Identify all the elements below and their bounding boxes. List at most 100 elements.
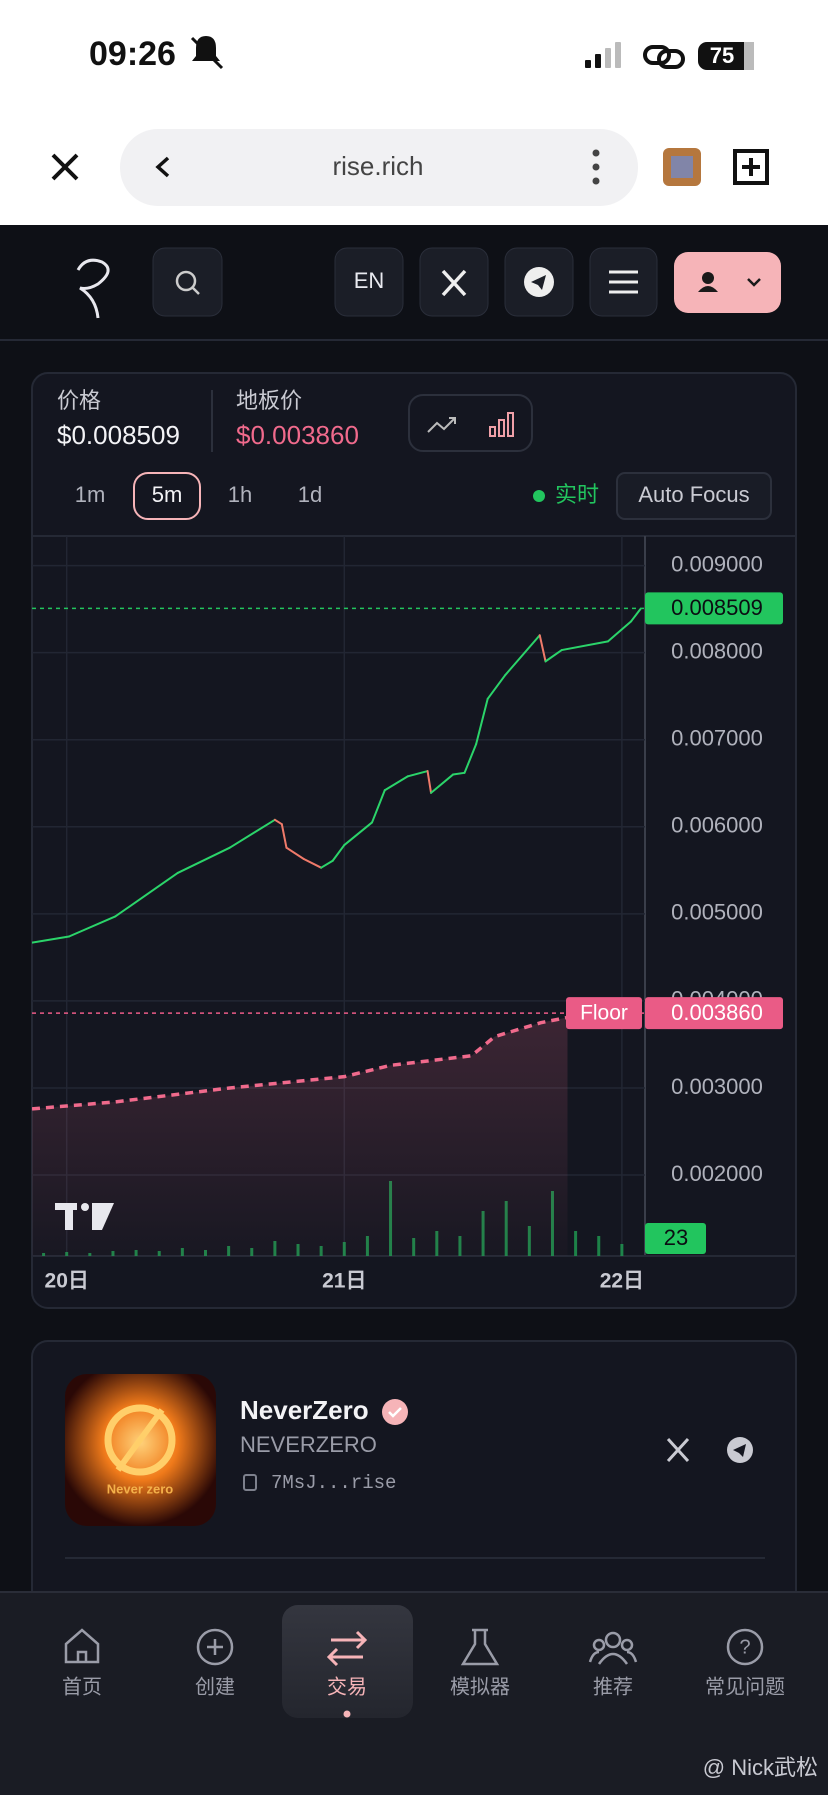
price-line-segment xyxy=(504,634,541,677)
price-label: 价格 xyxy=(57,388,101,413)
tab-label[interactable]: 推荐 xyxy=(593,1675,633,1698)
floor-price-label: 地板价 xyxy=(236,388,302,413)
floor-tag-name: Floor xyxy=(580,1002,628,1025)
url-bar[interactable] xyxy=(120,129,638,206)
tab-selected-bg xyxy=(282,1605,413,1718)
profile-button[interactable] xyxy=(674,252,781,313)
create-icon[interactable] xyxy=(196,1628,234,1666)
price-line-segment xyxy=(452,771,466,776)
tab-label[interactable]: 首页 xyxy=(62,1675,102,1698)
app-icon-inner xyxy=(671,156,693,178)
price-line-segment xyxy=(406,770,429,778)
verified-check xyxy=(388,1407,402,1418)
price-line-segment xyxy=(486,674,507,700)
token-symbol: NEVERZERO xyxy=(240,1432,377,1457)
token-address[interactable]: 7MsJ...rise xyxy=(271,1472,396,1494)
x-tick-label: 21日 xyxy=(322,1270,366,1293)
floor-tag-name-bg xyxy=(566,997,642,1030)
bar-chart-icon[interactable] xyxy=(489,412,514,437)
faq-icon[interactable] xyxy=(726,1628,764,1666)
live-dot xyxy=(533,490,545,502)
token-telegram-plane xyxy=(733,1444,746,1457)
price-line-segment xyxy=(68,915,117,938)
search-button[interactable] xyxy=(152,247,223,317)
copy-icon[interactable] xyxy=(243,1474,257,1491)
price-line-segment xyxy=(538,634,547,663)
language: EN xyxy=(354,268,385,293)
battery-empty xyxy=(744,42,754,70)
price-tag-label: 0.008509 xyxy=(671,595,763,620)
home-icon[interactable] xyxy=(64,1628,100,1664)
profile-icon-body xyxy=(698,286,718,292)
auto-focus-button[interactable] xyxy=(616,472,772,520)
back-button[interactable] xyxy=(155,156,170,178)
y-tick-label: 0.002000 xyxy=(671,1161,763,1186)
y-tick-label: 0.003000 xyxy=(671,1074,763,1099)
tab-label[interactable]: 交易 xyxy=(327,1675,367,1698)
close-button[interactable] xyxy=(51,153,79,181)
price-line-segment xyxy=(331,844,346,862)
interval-button[interactable]: 5m xyxy=(152,482,183,507)
token-logo-zero xyxy=(104,1404,176,1476)
price-line-segment xyxy=(371,789,386,824)
floor-tag-value: 0.003860 xyxy=(671,1000,763,1025)
price-line-segment xyxy=(383,775,409,792)
mute-icon xyxy=(190,36,224,70)
battery xyxy=(698,42,754,70)
tradingview-logo xyxy=(55,1203,114,1230)
x-tick-label: 20日 xyxy=(45,1270,89,1293)
y-tick-label: 0.009000 xyxy=(671,551,763,576)
tab-label[interactable]: 常见问题 xyxy=(705,1675,785,1698)
watermark: @ Nick武松 xyxy=(703,1755,818,1780)
interval-button[interactable]: 1h xyxy=(228,482,252,507)
volume-bar xyxy=(597,1236,601,1256)
volume-bar xyxy=(620,1244,624,1256)
more-button[interactable] xyxy=(592,149,600,185)
language-button[interactable] xyxy=(334,247,404,317)
verified-badge xyxy=(382,1399,408,1425)
price-line-segment xyxy=(463,743,478,774)
price-line-segment xyxy=(114,871,179,918)
volume-bar xyxy=(574,1231,578,1256)
price-line-segment xyxy=(560,640,609,652)
price-line-segment xyxy=(343,821,374,847)
price: $0.008509 xyxy=(57,420,180,450)
price-line-segment xyxy=(544,649,563,663)
line-chart-icon[interactable] xyxy=(427,417,456,433)
tab-label[interactable]: 模拟器 xyxy=(450,1675,510,1698)
price-line-segment xyxy=(430,773,455,794)
logo[interactable] xyxy=(76,258,110,319)
search-icon-handle xyxy=(192,287,200,295)
interval-button[interactable]: 1m xyxy=(75,482,106,507)
telegram-plane xyxy=(531,275,546,290)
profile-caret xyxy=(747,278,761,287)
referral-icon[interactable] xyxy=(588,1631,638,1665)
volume-tag xyxy=(645,1223,706,1254)
tab-label[interactable]: 创建 xyxy=(195,1675,235,1698)
tab-active-dot xyxy=(343,1710,351,1718)
token-logo-slash xyxy=(115,1408,165,1472)
new-tab-button[interactable] xyxy=(733,149,769,185)
y-tick-label: 0.007000 xyxy=(671,726,763,751)
interval-button[interactable]: 1d xyxy=(298,482,322,507)
battery-level: 75 xyxy=(710,43,734,68)
plot-area xyxy=(32,536,645,1256)
y-tick-label: 0.006000 xyxy=(671,813,763,838)
token-x-link[interactable] xyxy=(666,1437,690,1463)
y-tick-label: 0.005000 xyxy=(671,900,763,925)
price-line-segment xyxy=(285,846,305,860)
profile-icon xyxy=(702,272,714,284)
trade-icon[interactable] xyxy=(326,1630,368,1667)
token-logo-text: Never zero xyxy=(107,1481,174,1496)
price-tag xyxy=(645,592,783,625)
price-line-segment xyxy=(630,608,642,623)
search-icon xyxy=(175,270,197,292)
price-line-segment xyxy=(32,935,71,944)
interval-selected[interactable] xyxy=(133,472,201,520)
floor-price: $0.003860 xyxy=(236,420,359,450)
simulator-icon[interactable] xyxy=(460,1628,500,1666)
menu-icon xyxy=(609,270,638,294)
x-icon xyxy=(441,269,467,297)
price-line-segment xyxy=(426,770,433,794)
